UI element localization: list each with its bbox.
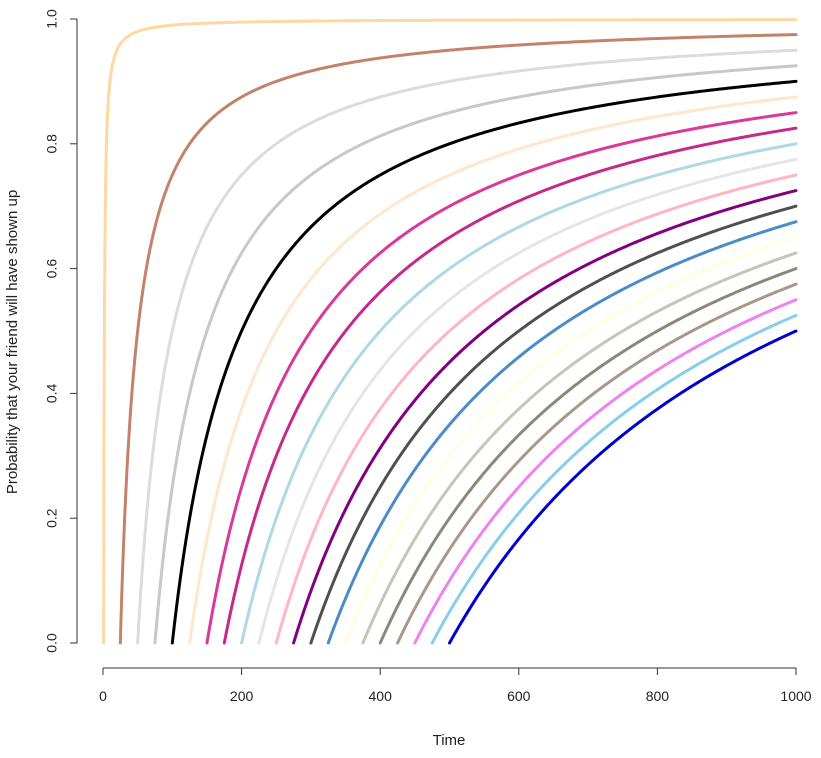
- series-line-14: [344, 235, 798, 645]
- x-tick-label: 1000: [780, 688, 811, 704]
- axes: 0 200 400 600 800 1000 0.0 0.2 0.4 0.6 0.8 1.0: [44, 9, 812, 704]
- series-line-18: [413, 298, 798, 645]
- x-axis-title: Time: [433, 732, 466, 749]
- y-tick-label: 0.6: [44, 259, 60, 279]
- y-tick-label: 0.8: [44, 134, 60, 154]
- series-line-4: [170, 79, 798, 645]
- series-line-19: [430, 313, 798, 645]
- series-line-6: [205, 111, 798, 645]
- series-line-12: [309, 204, 798, 645]
- x-tick-label: 400: [369, 688, 393, 704]
- series-line-11: [292, 189, 798, 645]
- y-tick-label: 0.0: [44, 633, 60, 653]
- x-tick-label: 800: [646, 688, 670, 704]
- y-axis-title: Probability that your friend will have s…: [4, 190, 21, 494]
- series-line-3: [153, 64, 798, 645]
- y-tick-label: 0.4: [44, 383, 60, 403]
- x-tick-label: 0: [99, 688, 107, 704]
- series-line-16: [378, 267, 798, 645]
- series-line-2: [136, 48, 798, 645]
- y-tick-label: 1.0: [44, 9, 60, 29]
- series-line-17: [396, 282, 798, 645]
- x-tick-label: 600: [507, 688, 531, 704]
- series-line-15: [361, 251, 798, 645]
- series-line-1: [118, 33, 798, 645]
- series-line-5: [188, 95, 798, 645]
- series-line-9: [257, 157, 798, 645]
- curves: [102, 18, 798, 645]
- series-line-10: [274, 173, 798, 645]
- series-line-8: [240, 142, 798, 645]
- series-line-20: [448, 329, 798, 645]
- series-line-7: [222, 126, 798, 645]
- series-line-0: [102, 18, 798, 645]
- y-tick-label: 0.2: [44, 508, 60, 528]
- x-tick-label: 200: [230, 688, 254, 704]
- series-line-13: [326, 220, 798, 645]
